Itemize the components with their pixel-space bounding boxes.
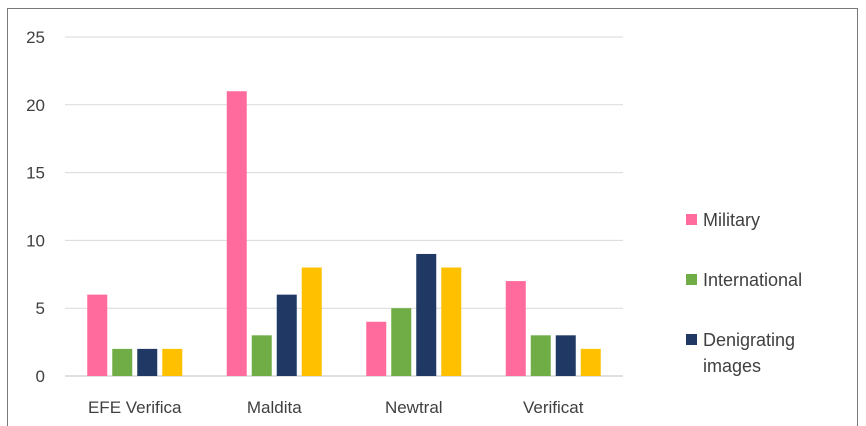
x-tick-label: Newtral: [385, 398, 443, 417]
bar-denigrating-images-newtral: [416, 253, 437, 376]
y-tick-label: 20: [26, 96, 45, 115]
bar-denigrating-images-maldita: [276, 294, 297, 376]
bar-military-efe-verifica: [87, 294, 108, 376]
y-tick-label: 10: [26, 231, 45, 250]
legend-label: International: [703, 270, 802, 290]
bar-military-verificat: [505, 281, 526, 376]
legend-swatch: [686, 274, 697, 285]
y-tick-label: 0: [36, 367, 45, 386]
bar-denigrating-images-efe-verifica: [137, 348, 158, 376]
y-tick-label: 15: [26, 164, 45, 183]
y-tick-label: 25: [26, 28, 45, 47]
bar-international-newtral: [391, 308, 412, 376]
bar-international-maldita: [251, 335, 272, 376]
bar-denigrating-images-verificat: [555, 335, 576, 376]
bar-series-4-verificat: [580, 348, 601, 376]
bar-series-4-newtral: [441, 267, 462, 376]
x-tick-label: Verificat: [523, 398, 584, 417]
x-tick-label: Maldita: [247, 398, 302, 417]
legend-swatch: [686, 214, 697, 225]
bar-series-4-efe-verifica: [162, 348, 183, 376]
legend-label: Military: [703, 210, 760, 230]
bar-military-maldita: [226, 91, 247, 377]
y-tick-label: 5: [36, 299, 45, 318]
bar-military-newtral: [366, 321, 387, 376]
x-tick-label: EFE Verifica: [88, 398, 182, 417]
legend-label-line2: images: [703, 356, 761, 376]
bar-international-efe-verifica: [112, 348, 133, 376]
bar-series-4-maldita: [301, 267, 322, 376]
legend-swatch: [686, 334, 697, 345]
legend-label: Denigrating: [703, 330, 795, 350]
bar-international-verificat: [530, 335, 551, 376]
